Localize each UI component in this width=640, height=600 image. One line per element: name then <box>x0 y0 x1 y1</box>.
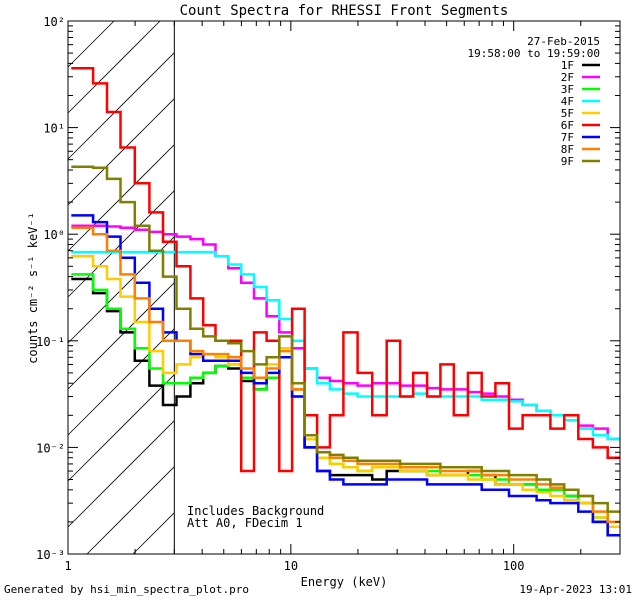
annotation-background: Includes Background <box>187 504 324 518</box>
hatch-line <box>67 20 161 114</box>
series-7F <box>71 214 620 537</box>
y-tick-label: 10⁰ <box>43 228 65 242</box>
time-range-label: 19:58:00 to 19:59:00 <box>468 47 600 60</box>
series-5F <box>71 255 620 529</box>
hatch-line <box>67 374 175 482</box>
hatch-line <box>67 20 115 68</box>
legend-label-9F: 9F <box>561 155 574 168</box>
x-tick-label: 10 <box>284 559 298 573</box>
chart-title: Count Spectra for RHESSI Front Segments <box>180 3 509 19</box>
legend-label-3F: 3F <box>561 83 574 96</box>
axis-ticks: 1 10 100 10⁻³ 10⁻² 10⁻¹ 10⁰ 10¹ 10² <box>36 15 621 573</box>
series-1F <box>71 277 620 537</box>
generated-by-text: Generated by hsi_min_spectra_plot.pro <box>4 583 250 596</box>
x-tick-label: 100 <box>503 559 525 573</box>
series-3F <box>71 273 620 529</box>
x-axis-label: Energy (keV) <box>301 575 388 589</box>
hatch-line <box>86 466 175 555</box>
y-axis-label: counts cm⁻² s⁻¹ keV⁻¹ <box>26 212 40 364</box>
hatch-line <box>67 282 175 390</box>
legend-label-7F: 7F <box>561 131 574 144</box>
hatch-line <box>67 328 175 436</box>
series-9F <box>71 165 620 513</box>
y-tick-label: 10¹ <box>43 122 65 136</box>
legend-label-8F: 8F <box>561 143 574 156</box>
legend-label-4F: 4F <box>561 95 574 108</box>
series-layer <box>71 67 620 537</box>
hatch-line <box>67 98 175 206</box>
series-8F <box>71 226 620 524</box>
series-4F <box>71 250 620 441</box>
plot-frame <box>67 20 621 555</box>
y-tick-label: 10⁻³ <box>36 548 65 562</box>
legend-label-2F: 2F <box>561 71 574 84</box>
legend-label-6F: 6F <box>561 119 574 132</box>
y-tick-label: 10⁻¹ <box>36 335 65 349</box>
x-tick-label: 1 <box>64 559 71 573</box>
date-label: 27-Feb-2015 <box>527 35 600 48</box>
hatch-line <box>67 52 175 160</box>
series-6F <box>71 67 620 473</box>
annotation-attenuator: Att A0, FDecim 1 <box>187 516 303 530</box>
legend-label-1F: 1F <box>561 59 574 72</box>
print-date-text: 19-Apr-2023 13:01 <box>519 583 632 596</box>
y-tick-label: 10⁻² <box>36 441 65 455</box>
legend-label-5F: 5F <box>561 107 574 120</box>
hatch-line <box>67 420 175 528</box>
y-tick-label: 10² <box>43 15 65 29</box>
hatch-line <box>132 512 175 555</box>
